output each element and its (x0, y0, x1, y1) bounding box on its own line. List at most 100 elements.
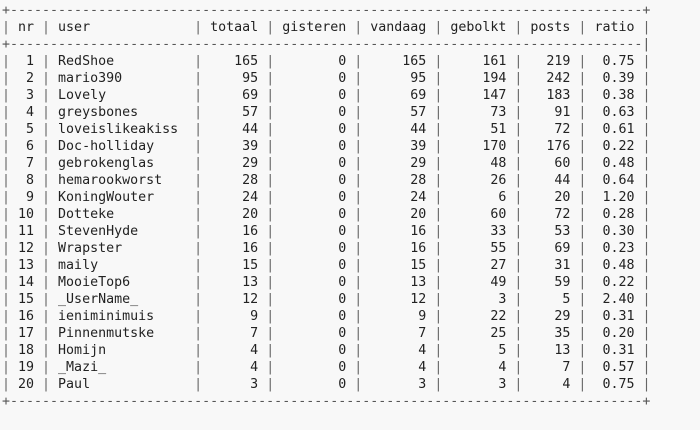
column-divider: | (514, 156, 523, 171)
column-divider: | (2, 88, 11, 103)
column-divider: | (434, 139, 443, 154)
cell-gebolkt: 170 (482, 139, 507, 154)
cell-nr: 9 (26, 190, 35, 205)
column-divider: | (578, 88, 587, 103)
cell-posts: 219 (546, 54, 571, 69)
column-divider: | (434, 173, 443, 188)
column-divider: | (578, 122, 587, 137)
column-divider: | (578, 377, 587, 392)
column-divider: | (194, 360, 203, 375)
column-divider: | (354, 224, 363, 239)
cell-vandaag: 95 (410, 71, 427, 86)
column-divider: | (42, 139, 51, 154)
header-ratio: ratio (594, 20, 635, 35)
column-divider: | (514, 377, 523, 392)
column-divider: | (578, 207, 587, 222)
column-divider: | (642, 241, 651, 256)
column-divider: | (2, 54, 11, 69)
column-divider: | (194, 207, 203, 222)
cell-totaal: 4 (250, 360, 259, 375)
cell-totaal: 28 (242, 173, 259, 188)
column-divider: | (194, 292, 203, 307)
column-divider: | (266, 224, 275, 239)
cell-posts: 69 (554, 241, 571, 256)
cell-nr: 6 (26, 139, 35, 154)
cell-ratio: 2.40 (602, 292, 635, 307)
table-row: | 4 | greysbones | 57 | 0 | 57 | 73 | 91 | 0.63 | (2, 104, 650, 121)
column-divider: | (642, 173, 651, 188)
cell-nr: 19 (18, 360, 35, 375)
cell-gisteren: 0 (338, 258, 347, 273)
cell-vandaag: 13 (410, 275, 427, 290)
cell-vandaag: 16 (410, 241, 427, 256)
column-divider: | (354, 326, 363, 341)
cell-user: Lovely (58, 88, 107, 103)
cell-user: Doc-holliday (58, 139, 155, 154)
header-totaal: totaal (210, 20, 259, 35)
column-divider: | (434, 122, 443, 137)
column-divider: | (2, 326, 11, 341)
column-divider: | (514, 139, 523, 154)
cell-gebolkt: 48 (490, 156, 507, 171)
cell-vandaag: 24 (410, 190, 427, 205)
cell-user: greysbones (58, 105, 139, 120)
cell-user: mario390 (58, 71, 123, 86)
cell-ratio: 1.20 (602, 190, 635, 205)
column-divider: | (514, 122, 523, 137)
table-row: | 20 | Paul | 3 | 0 | 3 | 3 | 4 | 0.75 | (2, 376, 650, 393)
header-posts: posts (530, 20, 571, 35)
column-divider: | (2, 71, 11, 86)
column-divider: | (434, 258, 443, 273)
cell-gebolkt: 147 (482, 88, 507, 103)
column-divider: | (514, 292, 523, 307)
column-divider: | (578, 360, 587, 375)
column-divider: | (266, 309, 275, 324)
column-divider: | (2, 343, 11, 358)
cell-vandaag: 16 (410, 224, 427, 239)
column-divider: | (266, 190, 275, 205)
cell-totaal: 13 (242, 275, 259, 290)
column-divider: | (514, 173, 523, 188)
cell-gisteren: 0 (338, 156, 347, 171)
column-divider: | (194, 88, 203, 103)
table-row: | 2 | mario390 | 95 | 0 | 95 | 194 | 242 | 0.39 | (2, 70, 650, 87)
cell-vandaag: 15 (410, 258, 427, 273)
header-vandaag: vandaag (370, 20, 427, 35)
column-divider: | (354, 377, 363, 392)
table-row: | 15 | _UserName_ | 12 | 0 | 12 | 3 | 5 | 2.40 | (2, 291, 650, 308)
column-divider: | (266, 71, 275, 86)
column-divider: | (354, 292, 363, 307)
cell-vandaag: 4 (418, 360, 427, 375)
column-divider: | (578, 190, 587, 205)
cell-ratio: 0.75 (602, 54, 635, 69)
cell-nr: 12 (18, 241, 35, 256)
column-divider: | (642, 122, 651, 137)
column-divider: | (434, 105, 443, 120)
column-divider: | (266, 377, 275, 392)
column-divider: | (434, 88, 443, 103)
column-divider: | (578, 173, 587, 188)
cell-ratio: 0.30 (602, 224, 635, 239)
cell-nr: 15 (18, 292, 35, 307)
column-divider: | (2, 173, 11, 188)
column-divider: | (266, 20, 275, 35)
column-divider: | (514, 88, 523, 103)
ascii-stats-table: +---------------------------------------… (2, 2, 650, 410)
column-divider: | (2, 207, 11, 222)
column-divider: | (514, 326, 523, 341)
table-row: | 11 | StevenHyde | 16 | 0 | 16 | 33 | 53 | 0.30 | (2, 223, 650, 240)
cell-posts: 4 (562, 377, 571, 392)
cell-nr: 5 (26, 122, 35, 137)
column-divider: | (266, 105, 275, 120)
cell-gisteren: 0 (338, 343, 347, 358)
cell-totaal: 39 (242, 139, 259, 154)
cell-posts: 31 (554, 258, 571, 273)
header-user: user (58, 20, 91, 35)
column-divider: | (354, 71, 363, 86)
column-divider: | (642, 139, 651, 154)
column-divider: | (194, 54, 203, 69)
cell-gisteren: 0 (338, 207, 347, 222)
cell-nr: 11 (18, 224, 35, 239)
cell-totaal: 29 (242, 156, 259, 171)
column-divider: | (2, 275, 11, 290)
